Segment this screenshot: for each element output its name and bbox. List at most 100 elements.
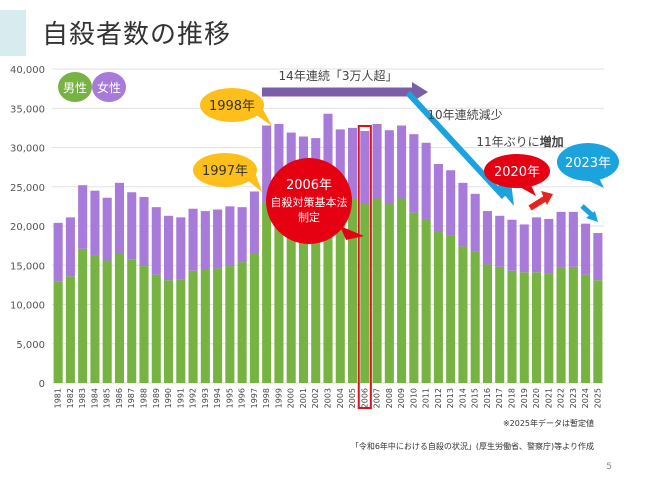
bar-male [213,268,223,383]
x-tick-label: 2011 [422,388,431,408]
bar-male [188,270,198,383]
x-tick-label: 2010 [409,388,418,408]
bar-male [139,266,149,383]
x-tick-label: 1981 [54,388,63,408]
bubble-2023-label: 2023年 [565,156,611,171]
bar-male [581,274,591,383]
x-tick-label: 2013 [446,388,455,408]
bar-female [397,125,407,199]
x-tick-label: 1989 [152,388,161,408]
bar-male [200,269,210,383]
bar-male [544,273,554,383]
x-tick-label: 1986 [115,388,124,408]
bar-male [335,204,345,383]
bar-male [482,264,493,383]
x-tick-label: 2017 [495,388,504,408]
x-tick-label: 2003 [324,388,333,408]
bar-female [470,193,480,252]
x-tick-label: 1983 [78,388,87,408]
bar-male [470,251,480,383]
x-tick-label: 2005 [348,388,357,408]
y-tick-label: 20,000 [10,222,45,233]
bar-female [482,211,493,265]
bar-female [409,134,419,213]
bar-male [409,212,419,383]
law-bubble [266,158,352,244]
x-tick-label: 2018 [508,388,517,408]
x-tick-label: 1985 [103,388,112,408]
increase-label: 11年ぶりに増加 [476,134,563,149]
bar-female [90,190,100,256]
bar-female [65,217,75,277]
arrow-label-3man: 14年連続「3万人超」 [279,68,398,83]
bar-male [556,267,566,383]
bar-male [274,198,284,383]
bar-female [593,233,603,281]
x-tick-label: 1991 [176,388,185,408]
x-tick-label: 1995 [225,388,234,408]
bar-female [384,130,394,205]
bar-male [114,253,125,383]
bar-male [384,204,394,383]
bar-male [531,272,542,383]
x-tick-label: 1982 [66,388,75,408]
bar-male [286,204,296,383]
bar-female [433,163,443,232]
y-tick-label: 0 [39,379,45,390]
bar-female [556,211,566,268]
bar-female [581,223,591,275]
bar-female [176,217,186,280]
x-tick-label: 2025 [593,388,602,408]
bar-female [544,218,554,274]
y-tick-label: 5,000 [16,340,45,351]
bar-male [65,276,75,383]
bar-female [249,191,259,254]
legend-male-label: 男性 [62,80,87,95]
bar-female [421,142,431,219]
bubble-2020-label: 2020年 [494,165,540,180]
bar-male [458,246,468,383]
recent-decline-arrow-head [586,211,598,222]
x-tick-label: 2008 [385,388,394,408]
bar-female [507,219,517,271]
bar-male [311,208,321,383]
x-tick-label: 2001 [299,388,308,408]
source-note: 「令和6年中における自殺の状況」(厚生労働省、警察庁)等より作成 [350,442,594,451]
bar-female [163,215,174,281]
bar-male [593,280,603,383]
bubble-1997 [193,153,257,187]
bar-male [53,281,63,383]
bubble-2020 [484,154,550,188]
y-tick-label: 10,000 [10,301,45,312]
bar-female [360,131,370,205]
bar-female [335,129,345,205]
bar-female [225,206,235,267]
x-tick-label: 1997 [250,388,259,408]
x-tick-label: 2022 [557,388,566,408]
bar-female [213,209,223,269]
bar-male [446,235,456,383]
x-tick-label: 1990 [164,388,173,408]
x-tick-label: 1993 [201,388,210,408]
bar-male [347,198,358,383]
y-tick-label: 40,000 [10,65,45,76]
x-tick-label: 2021 [544,388,553,408]
x-tick-label: 1988 [140,388,149,408]
bar-female [495,215,505,267]
law-label-year: 2006年 [286,178,332,193]
bar-male [262,202,272,383]
x-tick-label: 2004 [336,388,345,408]
highlight-2006-box [357,125,372,409]
bar-female [568,211,578,267]
bar-female [347,127,358,199]
bar-male [249,253,259,383]
x-tick-label: 1996 [238,388,247,408]
bar-male [151,274,161,383]
bubble-2023 [557,143,619,181]
bar-male [127,259,137,383]
bar-female [237,207,247,263]
x-tick-label: 1984 [90,388,99,408]
bar-male [78,248,88,383]
bar-male [397,198,407,383]
bar-male [495,266,505,383]
